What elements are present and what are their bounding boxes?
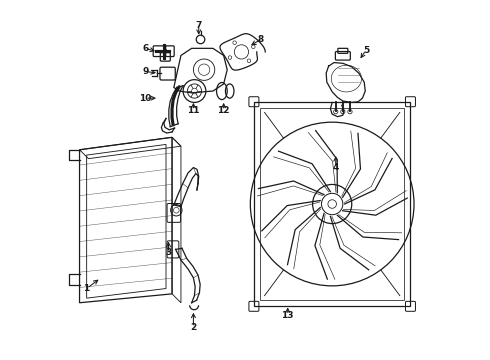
Text: 2: 2 xyxy=(190,323,196,332)
Text: 3: 3 xyxy=(165,248,172,257)
Text: 4: 4 xyxy=(333,163,339,172)
Text: 1: 1 xyxy=(83,284,90,293)
Circle shape xyxy=(164,50,167,53)
Circle shape xyxy=(164,50,167,53)
Circle shape xyxy=(164,50,167,53)
Circle shape xyxy=(164,50,167,53)
Text: 7: 7 xyxy=(196,21,202,30)
Text: 10: 10 xyxy=(139,94,151,103)
Text: 6: 6 xyxy=(142,44,148,53)
Text: 13: 13 xyxy=(281,311,294,320)
Text: 8: 8 xyxy=(258,35,264,44)
Text: 11: 11 xyxy=(187,106,199,115)
Text: 12: 12 xyxy=(218,106,230,115)
Text: 9: 9 xyxy=(142,67,148,76)
Text: 5: 5 xyxy=(363,46,369,55)
